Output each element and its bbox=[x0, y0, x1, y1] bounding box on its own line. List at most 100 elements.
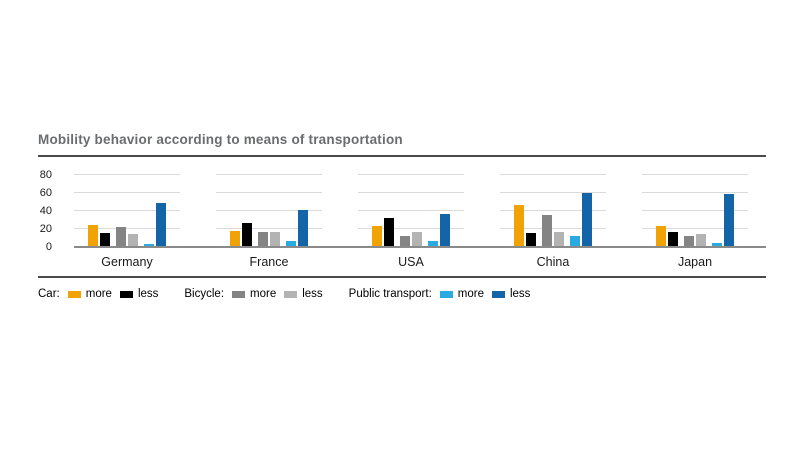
legend-item-bicycle-more: more bbox=[232, 288, 276, 300]
gridline bbox=[74, 210, 180, 211]
legend-swatch-icon bbox=[67, 290, 81, 298]
bar-public-transport-less bbox=[298, 210, 308, 246]
x-axis-category-label: China bbox=[536, 255, 570, 269]
gridline bbox=[642, 228, 748, 229]
x-axis-baseline bbox=[74, 246, 766, 248]
bar-car-more bbox=[372, 226, 382, 246]
gridline bbox=[500, 192, 606, 193]
y-axis-tick-label: 80 bbox=[39, 169, 52, 181]
gridline bbox=[216, 228, 322, 229]
bar-bicycle-less bbox=[128, 234, 138, 246]
y-axis-tick-label: 60 bbox=[39, 187, 52, 199]
bar-bicycle-less bbox=[554, 232, 564, 246]
bar-public-transport-more bbox=[570, 236, 580, 246]
gridline bbox=[358, 228, 464, 229]
category-panel-usa: USA bbox=[340, 165, 482, 269]
bar-car-less bbox=[384, 218, 394, 246]
bar-chart: 0 20 40 60 80 Germany France USA China Japan bbox=[38, 165, 766, 269]
bar-bicycle-more bbox=[400, 236, 410, 246]
legend-item-label: more bbox=[85, 288, 112, 300]
x-axis-category-label: USA bbox=[398, 255, 424, 269]
bar-public-transport-more bbox=[286, 241, 296, 246]
bar-public-transport-less bbox=[440, 214, 450, 246]
legend-group-public-transport: Public transport: more less bbox=[349, 288, 531, 300]
legend-item-label: more bbox=[250, 288, 277, 300]
bar-group bbox=[340, 165, 482, 246]
gridline bbox=[74, 192, 180, 193]
gridline bbox=[642, 192, 748, 193]
y-axis-tick-label: 20 bbox=[39, 223, 52, 235]
legend-group-bicycle: Bicycle: more less bbox=[184, 288, 322, 300]
legend-swatch-icon bbox=[232, 290, 246, 298]
legend-item-label: more bbox=[457, 288, 484, 300]
legend-item-car-more: more bbox=[67, 288, 112, 300]
gridline bbox=[642, 210, 748, 211]
bar-public-transport-more bbox=[712, 243, 722, 246]
category-panel-china: China bbox=[482, 165, 624, 269]
legend-swatch-icon bbox=[284, 290, 298, 298]
legend-group-label: Public transport: bbox=[348, 288, 432, 300]
bar-bicycle-more bbox=[116, 227, 126, 246]
title-separator-line bbox=[38, 155, 766, 157]
legend-swatch-icon bbox=[491, 290, 505, 298]
bar-bicycle-more bbox=[684, 236, 694, 246]
legend-item-bicycle-less: less bbox=[284, 288, 323, 300]
bar-group bbox=[482, 165, 624, 246]
bar-public-transport-less bbox=[582, 193, 592, 246]
x-axis-category-label: Germany bbox=[101, 255, 153, 269]
category-panel-france: France bbox=[198, 165, 340, 269]
bar-bicycle-less bbox=[412, 232, 422, 246]
chart-separator-line bbox=[38, 276, 766, 278]
legend-item-label: less bbox=[302, 288, 323, 300]
bar-group bbox=[624, 165, 766, 246]
bar-car-less bbox=[242, 223, 252, 246]
legend-item-public-transport-more: more bbox=[439, 288, 484, 300]
bar-car-more bbox=[230, 231, 240, 246]
bar-public-transport-less bbox=[724, 194, 734, 246]
legend-item-car-less: less bbox=[119, 288, 159, 300]
legend-item-public-transport-less: less bbox=[491, 288, 531, 300]
legend-swatch-icon bbox=[119, 290, 133, 298]
x-axis-category-label: France bbox=[249, 255, 289, 269]
gridline bbox=[216, 174, 322, 175]
gridline bbox=[358, 210, 464, 211]
gridline bbox=[358, 174, 464, 175]
gridline bbox=[74, 174, 180, 175]
legend-item-label: less bbox=[509, 288, 531, 300]
bar-public-transport-less bbox=[156, 203, 166, 246]
gridline bbox=[500, 174, 606, 175]
chart-title: Mobility behavior according to means of … bbox=[38, 132, 403, 147]
gridline bbox=[74, 228, 180, 229]
category-panel-japan: Japan bbox=[624, 165, 766, 269]
bar-car-more bbox=[514, 205, 524, 246]
gridline bbox=[642, 174, 748, 175]
bar-public-transport-more bbox=[428, 241, 438, 246]
gridline bbox=[500, 210, 606, 211]
legend-group-label: Bicycle: bbox=[184, 288, 225, 300]
bar-group bbox=[198, 165, 340, 246]
category-panel-germany: Germany bbox=[56, 165, 198, 269]
bar-car-less bbox=[668, 232, 678, 246]
x-axis-category-label: Japan bbox=[677, 255, 713, 269]
bar-bicycle-more bbox=[542, 215, 552, 246]
bar-bicycle-more bbox=[258, 232, 268, 246]
bar-public-transport-more bbox=[144, 244, 154, 246]
chart-legend: Car: more less Bicycle: more less Public trans… bbox=[38, 288, 530, 300]
bar-car-more bbox=[656, 226, 666, 246]
legend-group-label: Car: bbox=[38, 288, 60, 300]
legend-group-car: Car: more less bbox=[38, 288, 158, 300]
legend-item-label: less bbox=[137, 288, 159, 300]
bar-bicycle-less bbox=[270, 232, 280, 246]
bar-group bbox=[56, 165, 198, 246]
gridline bbox=[500, 228, 606, 229]
legend-swatch-icon bbox=[439, 290, 453, 298]
bar-car-more bbox=[88, 225, 98, 246]
chart-panels: Germany France USA China Japan bbox=[56, 165, 766, 269]
bar-car-less bbox=[526, 233, 536, 246]
gridline bbox=[216, 210, 322, 211]
bar-bicycle-less bbox=[696, 234, 706, 246]
y-axis: 0 20 40 60 80 bbox=[38, 166, 54, 253]
bar-car-less bbox=[100, 233, 110, 246]
gridline bbox=[358, 192, 464, 193]
